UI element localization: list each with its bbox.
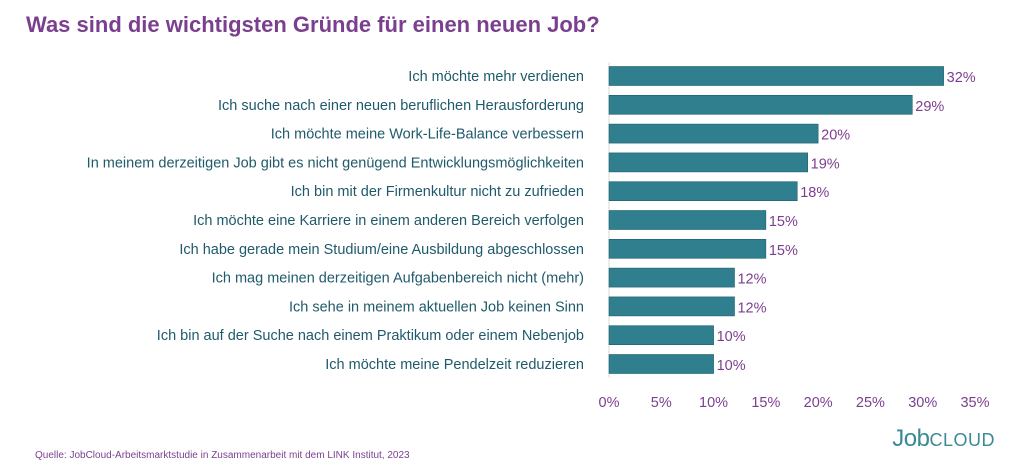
bar [608, 210, 767, 230]
category-label: Ich möchte mehr verdienen [408, 69, 584, 85]
x-tick-label: 30% [908, 395, 937, 411]
value-label: 15% [769, 214, 798, 230]
category-label: Ich sehe in meinem aktuellen Job keinen … [289, 299, 584, 315]
source-note: Quelle: JobCloud-Arbeitsmarktstudie in Z… [35, 450, 410, 461]
value-label: 29% [915, 99, 944, 115]
bar [608, 152, 808, 173]
logo-cloud-text: CLOUD [929, 430, 995, 450]
value-label: 18% [800, 185, 829, 201]
value-label: 12% [737, 300, 766, 316]
value-label: 12% [737, 272, 766, 288]
bar [608, 181, 798, 201]
category-label: Ich suche nach einer neuen beruflichen H… [218, 98, 584, 114]
value-label: 19% [811, 156, 840, 172]
bar-chart: Ich möchte mehr verdienen Ich suche nach … [87, 62, 990, 411]
category-label: In meinem derzeitigen Job gibt es nicht … [87, 155, 584, 171]
logo-job-text: Job [892, 425, 930, 452]
value-label: 32% [947, 70, 976, 86]
category-label: Ich bin mit der Firmenkultur nicht zu zu… [291, 184, 584, 200]
chart-title: Was sind die wichtigsten Gründe für eine… [26, 12, 600, 37]
bar [608, 267, 735, 288]
bar [608, 95, 913, 115]
bar [608, 66, 944, 86]
x-tick-label: 20% [804, 395, 833, 411]
x-tick-labels-group: 0% 5% 10% 15% 20% 25% 30% 35% [599, 395, 990, 411]
x-tick-label: 15% [751, 395, 780, 411]
value-label: 20% [821, 128, 850, 144]
x-tick-label: 5% [651, 395, 672, 411]
x-tick-label: 35% [960, 395, 989, 411]
bar [608, 296, 735, 317]
category-label: Ich möchte eine Karriere in einem andere… [193, 213, 584, 229]
bar [608, 325, 714, 346]
bar [608, 123, 819, 144]
value-label: 15% [769, 243, 798, 259]
jobcloud-logo: JobCLOUD [892, 425, 995, 453]
bar [608, 239, 767, 259]
category-label: Ich mag meinen derzeitigen Aufgabenberei… [212, 271, 584, 287]
category-labels-group: Ich möchte mehr verdienen Ich suche nach … [87, 69, 584, 373]
category-label: Ich habe gerade mein Studium/eine Ausbil… [179, 242, 584, 258]
bars-group [608, 66, 944, 374]
category-label: Ich möchte meine Work-Life-Balance verbe… [271, 127, 584, 143]
bar [608, 354, 714, 374]
x-tick-label: 25% [856, 395, 885, 411]
value-label: 10% [717, 358, 746, 374]
x-tick-label: 10% [699, 395, 728, 411]
value-labels-group: 32%29%20%19%18%15%15%12%12%10%10% [717, 70, 976, 374]
category-label: Ich möchte meine Pendelzeit reduzieren [325, 357, 584, 373]
x-tick-label: 0% [599, 395, 620, 411]
category-label: Ich bin auf der Suche nach einem Praktik… [157, 328, 584, 344]
value-label: 10% [717, 329, 746, 345]
